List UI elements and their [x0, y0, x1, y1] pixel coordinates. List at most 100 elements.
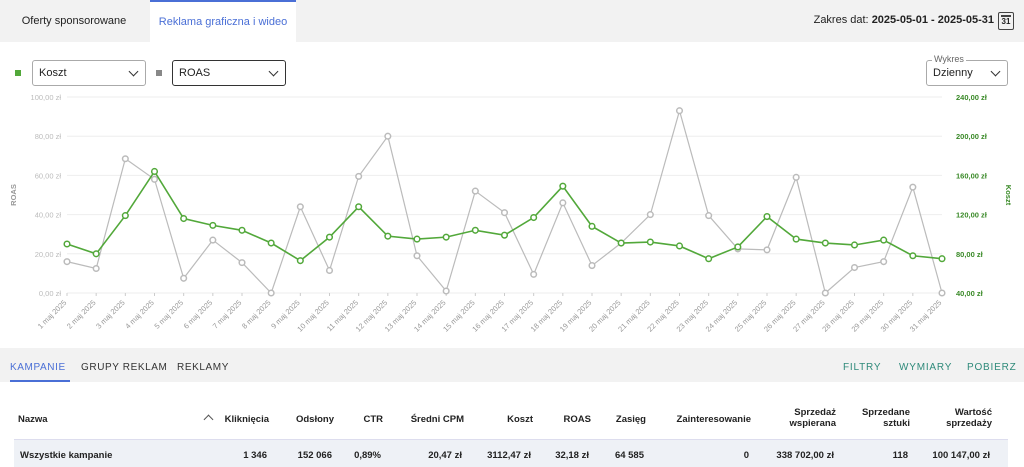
point-koszt — [792, 235, 800, 243]
calendar-icon[interactable]: 31 — [998, 12, 1014, 30]
tab-ad-groups[interactable]: GRUPY REKLAM — [81, 362, 168, 373]
point-roas — [821, 289, 829, 297]
tab-sponsored-offers[interactable]: Oferty sponsorowane — [21, 15, 127, 27]
col-header-impressions[interactable]: Odsłony — [295, 414, 334, 425]
summary-interest: 0 — [743, 450, 749, 461]
calendar-day: 31 — [1001, 17, 1011, 26]
summary-name: Wszystkie kampanie — [20, 450, 113, 461]
x-tick-label: 8 maj 2025 — [240, 298, 273, 331]
x-tick-label: 7 maj 2025 — [211, 298, 244, 331]
point-roas — [675, 107, 684, 115]
x-tick-label: 2 maj 2025 — [65, 298, 98, 331]
point-roas — [909, 183, 917, 191]
point-koszt — [880, 236, 888, 244]
point-koszt — [559, 182, 567, 190]
point-koszt — [588, 222, 596, 230]
right-tick-label: 160,00 zł — [956, 171, 988, 180]
col-header-cost[interactable]: Koszt — [507, 414, 533, 425]
chart-interval-select[interactable]: Dzienny — [926, 60, 1008, 86]
point-koszt — [471, 226, 479, 234]
tab-display-video[interactable]: Reklama graficzna i wideo — [150, 0, 296, 42]
point-koszt — [384, 232, 392, 240]
col-header-name[interactable]: Nazwa — [18, 414, 48, 425]
col-header-ctr[interactable]: CTR — [363, 414, 383, 425]
left-tick-label: 60,00 zł — [35, 171, 62, 180]
point-roas — [530, 270, 538, 278]
right-axis-title: Koszt — [1004, 185, 1013, 206]
line-chart: 0,00 zł 40,00 zł 20,00 zł 80,00 zł 40,00 zł 1… — [9, 93, 1013, 334]
point-koszt — [209, 221, 217, 229]
point-koszt — [909, 252, 917, 260]
point-koszt — [850, 241, 859, 249]
point-roas — [267, 289, 275, 297]
point-roas — [121, 155, 129, 163]
summary-units-sold: 118 — [892, 450, 908, 461]
point-roas — [325, 266, 334, 275]
point-roas — [646, 211, 654, 219]
point-roas — [880, 258, 888, 266]
col-header-clicks[interactable]: Kliknięcia — [224, 414, 269, 425]
col-header-sales-value[interactable]: Wartość sprzedaży — [946, 407, 992, 429]
summary-roas: 32,18 zł — [555, 450, 589, 461]
point-roas — [150, 175, 159, 183]
col-header-roas[interactable]: ROAS — [563, 414, 591, 425]
point-roas — [850, 263, 859, 272]
point-koszt — [500, 231, 509, 239]
point-roas — [63, 258, 71, 266]
date-range-label: Zakres dat: — [813, 14, 869, 26]
point-koszt — [150, 167, 159, 176]
chevron-up-icon[interactable] — [203, 414, 214, 425]
right-tick-label: 120,00 zł — [956, 211, 988, 220]
right-tick-label: 200,00 zł — [956, 132, 988, 141]
point-koszt — [121, 212, 129, 220]
point-koszt — [442, 233, 450, 241]
col-header-interest[interactable]: Zainteresowanie — [676, 414, 751, 425]
metric-right-value: ROAS — [179, 67, 211, 79]
point-roas — [559, 199, 567, 207]
left-tick-label: 100,00 zł — [31, 93, 62, 102]
left-tick-label: 20,00 zł — [35, 250, 62, 259]
point-roas — [442, 287, 450, 295]
right-tick-label: 240,00 zł — [956, 93, 988, 102]
summary-cpm: 20,47 zł — [428, 450, 462, 461]
point-koszt — [763, 213, 771, 221]
left-tick-label: 0,00 zł — [39, 289, 61, 298]
point-koszt — [530, 213, 538, 222]
dimensions-button[interactable]: WYMIARY — [899, 362, 953, 373]
right-tick-label: 80,00 zł — [956, 250, 984, 259]
point-roas — [588, 262, 596, 270]
point-roas — [384, 132, 392, 140]
point-koszt — [355, 203, 363, 211]
point-koszt — [705, 255, 713, 263]
table-row-summary[interactable]: Wszystkie kampanie 1 346 152 066 0,89% 2… — [14, 439, 1008, 467]
tab-campaigns[interactable]: KAMPANIE — [10, 362, 70, 382]
metric-left-select[interactable]: Koszt — [32, 60, 146, 86]
col-header-assisted-sales[interactable]: Sprzedaż wspierana — [789, 407, 836, 429]
point-koszt — [267, 239, 275, 247]
roas-legend-square — [156, 70, 162, 76]
download-button[interactable]: POBIERZ — [967, 362, 1017, 373]
tab-ads[interactable]: REKLAMY — [177, 362, 229, 373]
summary-assisted-sales: 338 702,00 zł — [776, 450, 834, 461]
summary-sales-value: 100 147,00 zł — [932, 450, 990, 461]
point-koszt — [734, 243, 742, 251]
date-range: Zakres dat: 2025-05-01 - 2025-05-31 — [814, 14, 994, 26]
point-koszt — [63, 240, 71, 248]
col-header-cpm[interactable]: Średni CPM — [410, 414, 464, 425]
left-tick-label: 40,00 zł — [35, 211, 62, 220]
x-tick-label: 6 maj 2025 — [182, 298, 215, 331]
col-header-reach[interactable]: Zasięg — [615, 414, 646, 425]
koszt-legend-square — [15, 70, 21, 76]
col-header-units-sold[interactable]: Sprzedane sztuki — [861, 407, 910, 429]
filters-button[interactable]: FILTRY — [843, 362, 882, 373]
point-roas — [938, 289, 946, 297]
point-roas — [413, 252, 421, 260]
date-range-value: 2025-05-01 - 2025-05-31 — [871, 14, 994, 26]
summary-ctr: 0,89% — [354, 450, 381, 461]
point-roas — [296, 203, 304, 211]
point-roas — [92, 264, 100, 273]
chart-interval-value: Dzienny — [933, 67, 973, 79]
metric-right-select[interactable]: ROAS — [172, 60, 286, 86]
point-roas — [180, 274, 188, 282]
right-tick-label: 40,00 zł — [956, 289, 984, 298]
